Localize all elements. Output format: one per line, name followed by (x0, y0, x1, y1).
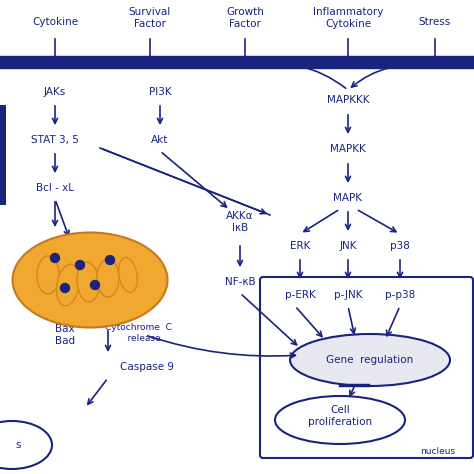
Text: Stress: Stress (419, 17, 451, 27)
Text: PI3K: PI3K (149, 87, 171, 97)
Text: Inflammatory
Cytokine: Inflammatory Cytokine (313, 7, 383, 29)
Text: MAPKK: MAPKK (330, 144, 366, 154)
Ellipse shape (97, 259, 119, 297)
Circle shape (61, 283, 70, 292)
Ellipse shape (56, 264, 80, 306)
Text: p-ERK: p-ERK (284, 290, 315, 300)
FancyBboxPatch shape (260, 277, 473, 458)
Text: p38: p38 (390, 241, 410, 251)
Text: s: s (15, 440, 21, 450)
Bar (0, 105, 6, 205)
Ellipse shape (77, 262, 99, 302)
Ellipse shape (0, 421, 52, 469)
Text: AKKα
IκB: AKKα IκB (226, 211, 254, 233)
Text: ERK: ERK (290, 241, 310, 251)
Ellipse shape (12, 233, 167, 328)
Ellipse shape (118, 258, 137, 292)
Text: Gene  regulation: Gene regulation (327, 355, 414, 365)
Text: STAT 3, 5: STAT 3, 5 (31, 135, 79, 145)
Text: Survival
Factor: Survival Factor (129, 7, 171, 29)
Text: Cytochrome  C
    release: Cytochrome C release (105, 323, 172, 343)
Text: Akt: Akt (151, 135, 169, 145)
Text: Mitochondria: Mitochondria (61, 265, 119, 274)
Text: JNK: JNK (339, 241, 357, 251)
Ellipse shape (290, 334, 450, 386)
Text: MAPKKK: MAPKKK (327, 95, 369, 105)
Text: Cell
proliferation: Cell proliferation (308, 405, 372, 427)
Text: p-p38: p-p38 (385, 290, 415, 300)
Text: MAPK: MAPK (334, 193, 363, 203)
Text: Caspase 9: Caspase 9 (120, 362, 174, 372)
Text: nucleus: nucleus (420, 447, 455, 456)
Ellipse shape (275, 396, 405, 444)
Text: p-JNK: p-JNK (334, 290, 362, 300)
Text: JAKs: JAKs (44, 87, 66, 97)
Circle shape (75, 261, 84, 270)
Text: Growth
Factor: Growth Factor (226, 7, 264, 29)
Circle shape (106, 255, 115, 264)
Text: NF-κB: NF-κB (225, 277, 255, 287)
Ellipse shape (37, 256, 59, 294)
Text: Cytokine: Cytokine (32, 17, 78, 27)
Circle shape (91, 281, 100, 290)
Text: Cytochrome  C: Cytochrome C (56, 277, 123, 286)
Text: Bax
Bad: Bax Bad (55, 324, 75, 346)
Text: Bcl - xL: Bcl - xL (36, 183, 74, 193)
Circle shape (51, 254, 60, 263)
